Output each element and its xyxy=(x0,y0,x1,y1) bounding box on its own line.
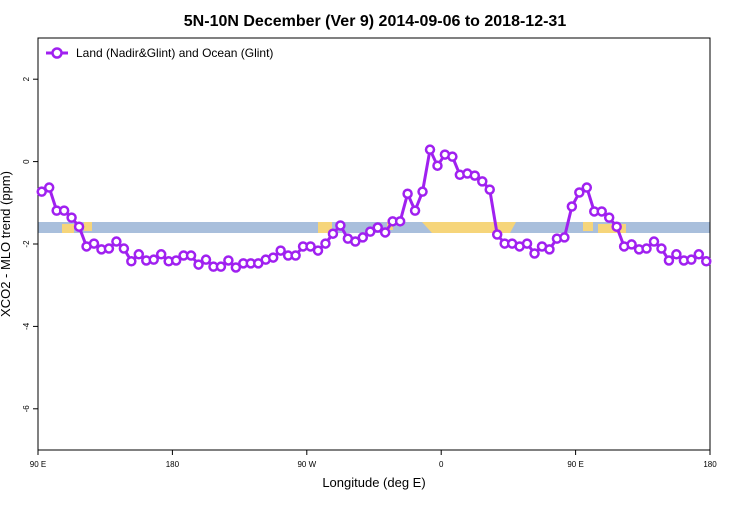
legend-marker xyxy=(51,47,63,59)
data-point xyxy=(66,212,77,223)
data-point xyxy=(43,182,55,193)
data-point xyxy=(544,244,555,255)
data-point xyxy=(701,256,712,267)
data-point xyxy=(155,249,167,260)
data-point xyxy=(596,206,607,217)
x-tick-label: 0 xyxy=(439,460,444,469)
y-tick-label: -6 xyxy=(22,405,31,413)
x-axis-label: Longitude (deg E) xyxy=(322,475,425,490)
y-tick-label: -2 xyxy=(22,240,31,248)
data-point xyxy=(357,232,369,243)
data-point xyxy=(581,182,593,193)
data-point xyxy=(103,243,115,254)
data-point xyxy=(663,255,675,266)
land-patch xyxy=(84,222,92,231)
data-point xyxy=(469,170,481,181)
data-point xyxy=(335,220,346,231)
data-point xyxy=(223,255,234,266)
data-point xyxy=(521,238,533,249)
legend: Land (Nadir&Glint) and Ocean (Glint) xyxy=(46,46,273,60)
data-point xyxy=(671,249,682,260)
data-point xyxy=(305,241,316,252)
data-point xyxy=(529,248,540,259)
data-point xyxy=(267,252,279,263)
data-point xyxy=(193,259,204,270)
data-point xyxy=(566,201,578,212)
data-point xyxy=(73,221,85,232)
data-point xyxy=(417,186,428,197)
data-point xyxy=(402,188,413,199)
data-point xyxy=(350,236,361,247)
data-point xyxy=(432,160,443,171)
land-patch xyxy=(62,224,74,233)
data-point xyxy=(365,226,376,237)
data-point xyxy=(477,176,488,187)
data-point xyxy=(372,222,383,233)
data-point xyxy=(424,144,436,155)
data-point xyxy=(215,261,227,272)
data-point xyxy=(626,239,637,250)
data-point xyxy=(126,256,137,267)
data-point xyxy=(656,243,667,254)
data-point xyxy=(559,232,570,243)
x-tick-label: 90 W xyxy=(297,460,316,469)
y-tick-label: 0 xyxy=(22,159,31,164)
data-point xyxy=(111,236,122,247)
data-point xyxy=(648,236,660,247)
data-point xyxy=(641,243,652,254)
data-point xyxy=(133,249,145,260)
data-point xyxy=(574,187,585,198)
data-point xyxy=(611,221,622,232)
data-point xyxy=(379,227,391,238)
data-point xyxy=(312,245,324,256)
data-point xyxy=(170,255,182,266)
x-tick-label: 180 xyxy=(703,460,717,469)
data-point xyxy=(484,184,495,195)
x-tick-label: 90 E xyxy=(30,460,46,469)
data-point xyxy=(148,254,159,265)
data-point xyxy=(230,262,242,273)
data-point xyxy=(200,254,212,265)
data-point xyxy=(447,151,458,162)
legend-label: Land (Nadir&Glint) and Ocean (Glint) xyxy=(76,46,273,60)
data-point xyxy=(36,186,47,197)
land-patch xyxy=(318,222,332,233)
data-point xyxy=(409,205,421,216)
data-point xyxy=(603,212,615,223)
data-point xyxy=(491,229,503,240)
land-patch xyxy=(583,222,593,231)
data-point xyxy=(327,228,339,239)
y-tick-label: -4 xyxy=(22,322,31,330)
data-point xyxy=(185,250,197,261)
y-tick-label: 2 xyxy=(22,76,31,81)
y-axis-label: XCO2 - MLO trend (ppm) xyxy=(0,171,13,317)
data-point xyxy=(290,250,301,261)
x-tick-label: 180 xyxy=(166,460,180,469)
x-tick-label: 90 E xyxy=(567,460,583,469)
data-point xyxy=(394,216,406,227)
data-point xyxy=(88,238,100,249)
data-point xyxy=(58,205,70,216)
data-point xyxy=(320,238,331,249)
data-point xyxy=(693,249,705,260)
data-point xyxy=(686,254,697,265)
chart-title: 5N-10N December (Ver 9) 2014-09-06 to 20… xyxy=(184,13,567,30)
data-point xyxy=(275,245,286,256)
data-point xyxy=(118,243,130,254)
land-patch xyxy=(422,222,516,233)
